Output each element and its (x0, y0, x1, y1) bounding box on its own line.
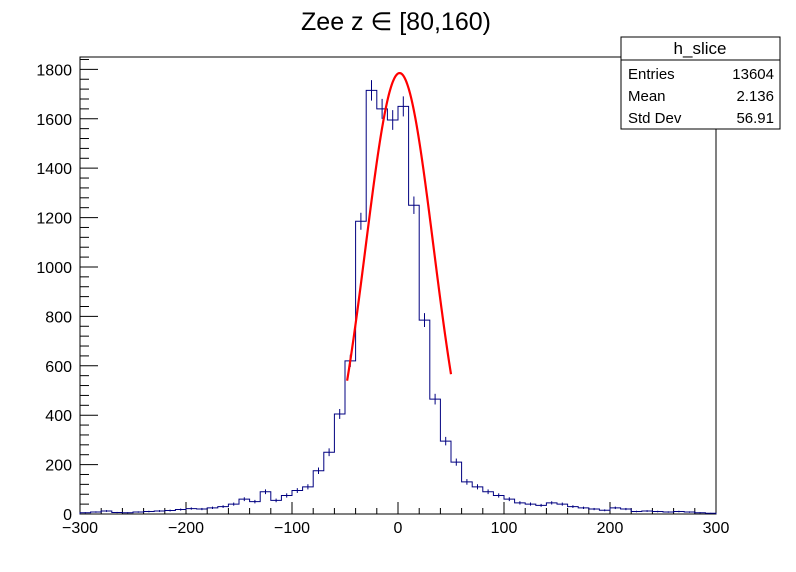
x-tick-label: 300 (703, 520, 730, 537)
y-tick-label: 1600 (36, 112, 72, 129)
axes: −300 −200 −100 0 100 200 300 0 200 400 600 800 1000 1… (36, 58, 730, 537)
stats-entries-label: Entries (628, 66, 675, 83)
gaussian-fit-curve (346, 71, 453, 381)
stats-mean-value: 2.136 (736, 88, 774, 105)
stats-box-title: h_slice (674, 39, 727, 58)
error-bars (84, 80, 712, 514)
x-tick-label: −100 (274, 520, 310, 537)
chart-title: Zee z ∈ [80,160) (301, 8, 491, 36)
x-tick-label: −300 (62, 520, 98, 537)
y-tick-label: 600 (45, 359, 72, 376)
y-tick-label: 1000 (36, 260, 72, 277)
x-tick-label: 200 (597, 520, 624, 537)
stats-entries-value: 13604 (732, 66, 774, 83)
histogram-series (79, 89, 717, 514)
y-tick-label: 1400 (36, 161, 72, 178)
stats-box: h_slice Entries 13604 Mean 2.136 Std Dev… (620, 36, 781, 130)
x-tick-label: 100 (491, 520, 518, 537)
y-tick-label: 1200 (36, 211, 72, 228)
x-tick-label: 0 (394, 520, 403, 537)
stats-mean-label: Mean (628, 88, 666, 105)
y-tick-label: 200 (45, 458, 72, 475)
stats-stddev-label: Std Dev (628, 110, 682, 127)
y-tick-label: 1800 (36, 62, 72, 79)
stats-stddev-value: 56.91 (736, 110, 774, 127)
histogram-outline (79, 89, 717, 514)
stats-box-frame (620, 36, 781, 130)
x-tick-label: −200 (168, 520, 204, 537)
y-tick-label: 0 (63, 507, 72, 524)
y-tick-label: 800 (45, 309, 72, 326)
y-tick-label: 400 (45, 408, 72, 425)
